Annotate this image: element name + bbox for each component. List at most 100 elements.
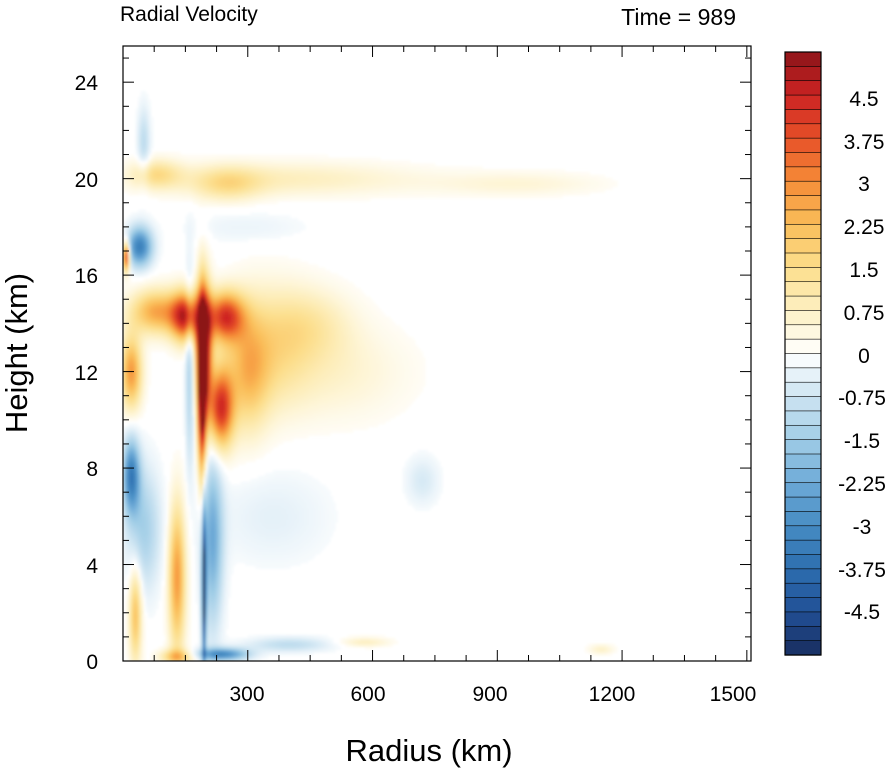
heatmap-cell	[123, 305, 127, 309]
heatmap-cell	[147, 186, 152, 190]
heatmap-cell	[147, 299, 152, 303]
heatmap-cell	[123, 296, 127, 300]
heatmap-cell	[180, 600, 184, 604]
heatmap-cell	[147, 169, 152, 173]
heatmap-cell	[180, 632, 184, 636]
heatmap-cell	[182, 429, 186, 433]
heatmap-cell	[187, 608, 191, 613]
heatmap-cell	[140, 183, 144, 187]
heatmap-cell	[142, 209, 147, 214]
heatmap-cell	[125, 649, 129, 653]
heatmap-cell	[152, 171, 157, 176]
heatmap-cell	[185, 388, 189, 393]
heatmap-cell	[125, 461, 129, 465]
heatmap-cell	[187, 215, 191, 219]
heatmap-cell	[137, 487, 142, 491]
heatmap-cell	[160, 513, 164, 517]
heatmap-cell	[197, 351, 201, 355]
heatmap-cell	[160, 551, 164, 555]
heatmap-cell	[147, 559, 152, 564]
heatmap-cell	[175, 591, 179, 596]
heatmap-cell	[130, 212, 134, 216]
heatmap-cell	[200, 481, 204, 486]
heatmap-cell	[135, 412, 139, 416]
heatmap-cell	[187, 629, 191, 633]
heatmap-cell	[127, 490, 132, 494]
heatmap-cell	[185, 403, 189, 407]
heatmap-cell	[177, 536, 181, 541]
heatmap-cell	[135, 429, 139, 433]
heatmap-cell	[200, 278, 204, 283]
heatmap-cell	[155, 568, 159, 572]
heatmap-cell	[137, 655, 142, 659]
heatmap-cell	[132, 319, 137, 323]
heatmap-cell	[132, 368, 137, 373]
heatmap-cell	[207, 336, 211, 341]
heatmap-cell	[200, 244, 204, 248]
heatmap-cell	[140, 640, 144, 645]
heatmap-cell	[140, 493, 144, 497]
heatmap-cell	[202, 160, 206, 164]
heatmap-cell	[205, 299, 209, 303]
heatmap-cell	[187, 310, 191, 315]
heatmap-cell	[175, 597, 179, 601]
heatmap-cell	[157, 305, 162, 309]
heatmap-cell	[125, 276, 129, 280]
heatmap-cell	[205, 157, 209, 161]
heatmap-cell	[167, 154, 172, 159]
heatmap-cell	[157, 302, 162, 306]
heatmap-cell	[142, 313, 147, 318]
heatmap-cell	[152, 293, 157, 297]
heatmap-cell	[155, 229, 159, 234]
heatmap-cell	[170, 469, 174, 474]
heatmap-cell	[135, 658, 139, 661]
heatmap-cell	[160, 507, 164, 512]
heatmap-cell	[202, 386, 206, 390]
heatmap-cell	[137, 545, 142, 549]
heatmap-cell	[195, 264, 199, 268]
heatmap-cell	[167, 192, 172, 196]
heatmap-cell	[137, 608, 142, 613]
heatmap-cell	[182, 426, 186, 431]
heatmap-cell	[200, 200, 204, 205]
heatmap-cell	[202, 458, 206, 462]
heatmap-cell	[185, 160, 189, 164]
heatmap-cell	[137, 221, 142, 225]
heatmap-cell	[197, 171, 201, 176]
heatmap-cell	[127, 386, 132, 390]
heatmap-cell	[180, 623, 184, 627]
heatmap-cell	[185, 296, 189, 300]
heatmap-cell	[135, 250, 139, 254]
heatmap-cell	[160, 310, 164, 315]
heatmap-cell	[177, 284, 181, 289]
heatmap-cell	[165, 614, 169, 619]
heatmap-cell	[150, 487, 154, 491]
heatmap-cell	[175, 533, 179, 538]
heatmap-cell	[150, 452, 154, 457]
heatmap-cell	[157, 195, 162, 199]
heatmap-cell	[132, 284, 137, 289]
heatmap-cell	[205, 640, 209, 645]
heatmap-cell	[157, 250, 162, 254]
heatmap-cell	[145, 478, 149, 483]
heatmap-cell	[202, 203, 206, 208]
heatmap-cell	[155, 527, 159, 532]
heatmap-cell	[155, 160, 159, 164]
heatmap-cell	[192, 524, 196, 529]
heatmap-cell	[202, 325, 206, 329]
heatmap-cell	[130, 600, 134, 604]
heatmap-cell	[210, 623, 214, 627]
heatmap-cell	[200, 539, 204, 543]
heatmap-cell	[187, 478, 191, 483]
heatmap-cell	[137, 582, 142, 587]
heatmap-cell	[145, 490, 149, 494]
heatmap-cell	[130, 452, 134, 457]
heatmap-cell	[202, 357, 206, 361]
heatmap-cell	[200, 446, 204, 451]
heatmap-cell	[207, 626, 211, 630]
heatmap-cell	[142, 357, 147, 361]
heatmap-cell	[190, 180, 194, 185]
heatmap-cell	[210, 545, 214, 549]
heatmap-cell	[147, 597, 152, 601]
heatmap-cell	[170, 617, 174, 622]
